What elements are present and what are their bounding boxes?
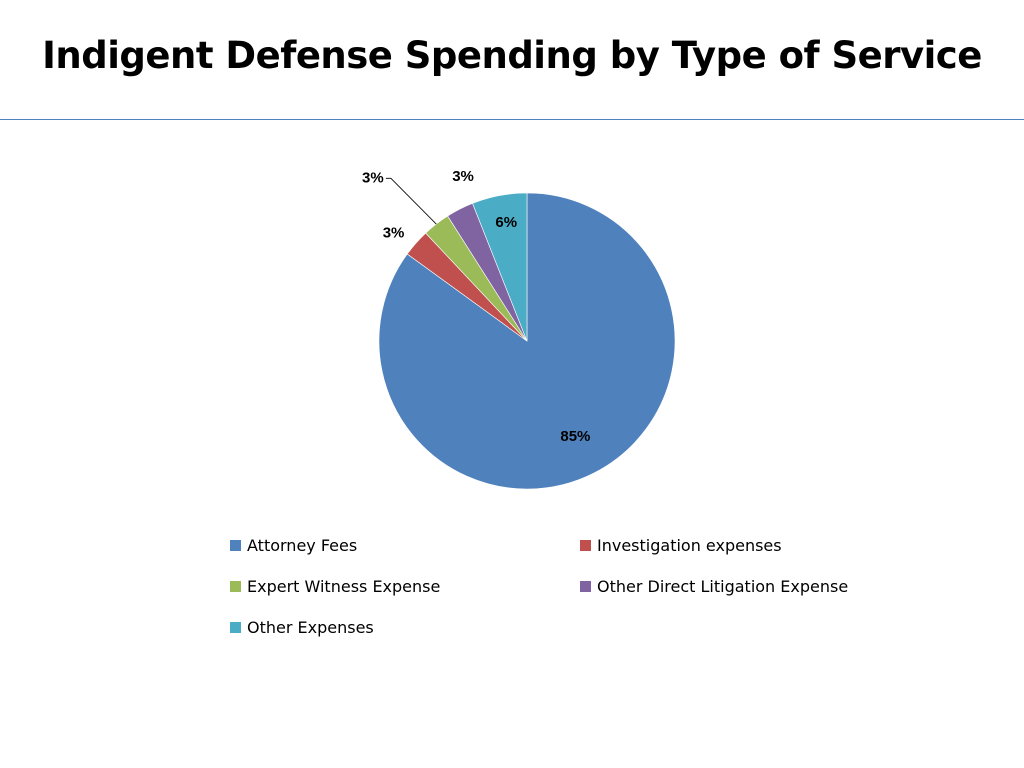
legend-item-attorney-fees: Attorney Fees	[230, 533, 357, 557]
data-label-other-expenses: 6%	[495, 214, 517, 231]
legend-swatch	[580, 539, 591, 551]
leader-lines	[385, 177, 437, 225]
data-label-expert-witness-expense: 3%	[362, 169, 384, 186]
pie-slice-other-expenses	[472, 192, 528, 342]
data-label-attorney-fees: 85%	[560, 428, 590, 445]
legend-swatch	[580, 580, 591, 592]
leader-line-expert-witness-expense	[385, 177, 437, 225]
legend-item-other-expenses: Other Expenses	[230, 615, 374, 639]
legend-label: Investigation expenses	[597, 535, 782, 555]
slide-title: Indigent Defense Spending by Type of Ser…	[42, 34, 982, 77]
data-label-other-direct-litigation-expense: 3%	[452, 168, 474, 185]
legend-label: Expert Witness Expense	[247, 576, 441, 596]
legend-swatch	[230, 621, 241, 633]
legend-item-investigation-expenses: Investigation expenses	[580, 533, 782, 557]
pie-slices	[378, 192, 676, 490]
legend-label: Attorney Fees	[247, 535, 358, 555]
legend-swatch	[230, 539, 241, 551]
data-label-investigation-expenses: 3%	[383, 224, 405, 241]
legend-swatch	[230, 580, 241, 592]
legend-label: Other Direct Litigation Expense	[597, 576, 849, 596]
data-labels: 85% 3% 3% 3% 6%	[362, 168, 590, 445]
legend-label: Other Expenses	[247, 617, 374, 637]
title-divider	[0, 119, 1024, 120]
legend-item-other-direct-litigation-expense: Other Direct Litigation Expense	[580, 574, 848, 598]
legend-item-expert-witness-expense: Expert Witness Expense	[230, 574, 440, 598]
